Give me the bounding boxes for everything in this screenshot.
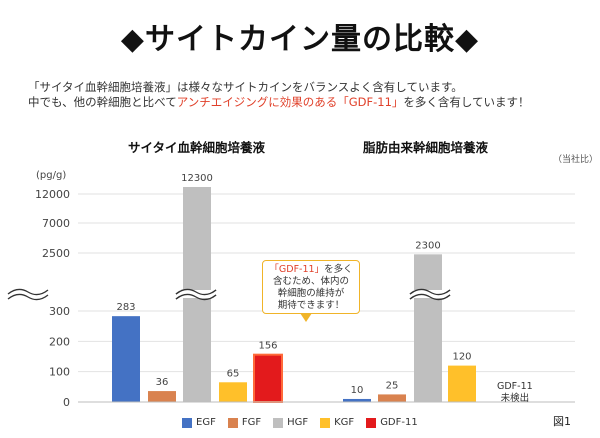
y-tick-label: 100: [49, 366, 70, 379]
bar-umbilical-fgf: [148, 391, 176, 402]
bar-adipose-egf: [343, 398, 371, 402]
legend-swatch-hgf: [273, 417, 284, 428]
legend-swatch-fgf: [227, 417, 238, 428]
data-label: 10: [351, 385, 364, 396]
data-label: 2300: [415, 240, 440, 251]
bar-adipose-fgf: [378, 394, 406, 402]
legend-label-fgf: FGF: [241, 417, 262, 428]
intro-line-1: 「サイタイ血幹細胞培養液」は様々なサイトカインをバランスよく含有しています。: [28, 80, 463, 94]
panel-title-adipose: 脂肪由来幹細胞培養液: [363, 140, 489, 155]
bar-umbilical-gdf-11: [253, 353, 283, 403]
legend-swatch-gdf11: [366, 417, 377, 428]
callout-tail: [300, 313, 312, 322]
legend-item-kgf: KGF: [320, 417, 354, 428]
axis-break-hgf-2-top: [409, 288, 451, 296]
data-label: 156: [258, 341, 277, 352]
gdf11-callout: 「GDF-11」を多く 含むため、体内の 幹細胞の維持が 期待できます！: [262, 260, 360, 314]
callout-line-1: 「GDF-11」を多く: [263, 264, 359, 276]
bar-adipose-kgf: [448, 365, 476, 402]
data-label: 12300: [181, 173, 213, 184]
legend-label-hgf: HGF: [287, 417, 309, 428]
intro-line-2-pre: 中でも、他の幹細胞と比べて: [28, 95, 177, 109]
intro-text: 「サイタイ血幹細胞培養液」は様々なサイトカインをバランスよく含有しています。 中…: [28, 80, 530, 110]
data-label: 120: [452, 352, 471, 363]
intro-line-2-post: を多く含有しています！: [403, 95, 530, 109]
callout-line-2: 含むため、体内の: [272, 276, 349, 287]
axis-break-left: [7, 293, 49, 301]
legend-item-hgf: HGF: [273, 417, 308, 428]
missing-note-line-2: 未検出: [500, 393, 530, 404]
y-tick-label: 2500: [42, 247, 70, 260]
callout-line-3: 幹細胞の維持が: [277, 288, 345, 299]
y-tick-label: 0: [63, 396, 70, 409]
axis-break-hgf-2-top: [409, 293, 451, 301]
data-label: 283: [116, 302, 135, 313]
callout-line-4: 期待できます！: [277, 300, 345, 311]
figure-label: 図1: [553, 415, 571, 428]
axis-break-hgf-1-top: [175, 288, 217, 296]
y-tick-label: 7000: [42, 217, 70, 230]
bar-umbilical-egf: [112, 316, 140, 402]
legend-label-gdf11: GDF-11: [380, 417, 418, 428]
legend-label-egf: EGF: [196, 417, 216, 428]
missing-note-line-1: GDF-11: [497, 381, 533, 392]
bar-adipose-hgf: [414, 254, 442, 402]
y-tick-label: 12000: [35, 188, 70, 201]
intro-line-2-highlight: アンチエイジングに効果のある「GDF-11」: [176, 95, 404, 109]
gdf11-not-detected-note: GDF-11 未検出: [497, 381, 533, 405]
intro-line-2: 中でも、他の幹細胞と比べてアンチエイジングに効果のある「GDF-11」を多く含有…: [28, 95, 530, 110]
data-label: 25: [386, 380, 399, 391]
data-label: 36: [156, 377, 169, 388]
y-axis-unit: (pg/g): [36, 170, 67, 181]
legend-item-fgf: FGF: [227, 417, 262, 428]
legend-swatch-kgf: [320, 417, 331, 428]
page-title: ◆サイトカイン量の比較◆: [120, 22, 480, 57]
legend-swatch-egf: [182, 417, 192, 428]
data-label: 65: [227, 368, 240, 379]
callout-text-1: を多く: [324, 264, 353, 275]
axis-break-hgf-1-top: [175, 293, 217, 301]
axis-break-left: [7, 288, 49, 296]
panel-title-umbilical: サイタイ血幹細胞培養液: [128, 140, 266, 155]
company-comparison-note: （当社比）: [553, 155, 599, 165]
callout-highlight: 「GDF-11」: [269, 264, 325, 275]
legend-item-egf: EGF: [182, 417, 216, 428]
legend-item-gdf11: GDF-11: [366, 417, 418, 428]
legend-label-kgf: KGF: [334, 417, 355, 428]
y-tick-label: 300: [49, 305, 70, 318]
y-tick-label: 200: [49, 335, 70, 348]
chart-legend: EGF FGF HGF KGF GDF-11: [182, 417, 418, 428]
bar-umbilical-kgf: [219, 382, 247, 402]
break-gap-hgf-1: [180, 290, 212, 298]
break-gap-hgf-2: [414, 290, 446, 298]
